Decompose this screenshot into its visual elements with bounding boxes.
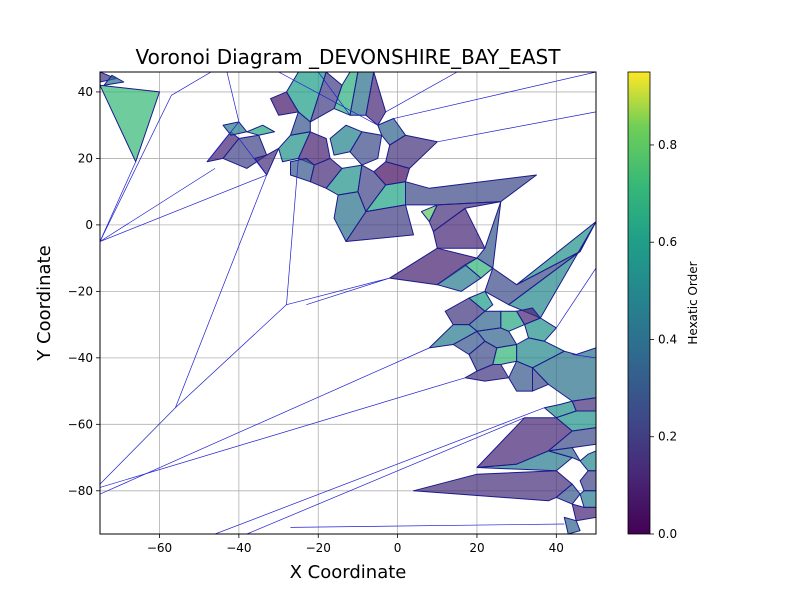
x-axis-ticks: −60 −40 −20 0 20 40 — [147, 534, 564, 555]
voronoi-cell — [579, 450, 596, 472]
voronoi-cell — [385, 134, 438, 169]
voronoi-ridge — [100, 174, 267, 242]
voronoi-ridges — [100, 72, 596, 534]
voronoi-cell — [579, 490, 596, 508]
voronoi-ridge — [100, 161, 137, 242]
colorbar — [627, 71, 651, 535]
voronoi-cell — [100, 84, 160, 163]
y-tick-label: −60 — [68, 417, 93, 431]
colorbar-tick-label: 0.6 — [658, 235, 677, 249]
voronoi-ridge — [246, 417, 525, 534]
voronoi-cell — [290, 157, 315, 183]
x-tick-label: −20 — [306, 541, 331, 555]
voronoi-ridge — [171, 72, 212, 96]
x-tick-label: 0 — [394, 541, 402, 555]
voronoi-cell — [428, 324, 478, 349]
voronoi-ridge — [226, 72, 240, 122]
voronoi-ridge — [393, 72, 596, 119]
x-tick-label: −40 — [226, 541, 251, 555]
voronoi-ridge — [100, 407, 176, 485]
voronoi-cell — [524, 317, 557, 342]
voronoi-cell — [532, 367, 549, 392]
plot-frame — [99, 71, 597, 535]
voronoi-ridge — [175, 304, 287, 408]
y-tick-label: −20 — [68, 284, 93, 298]
voronoi-cell — [492, 344, 518, 365]
voronoi-cell — [246, 124, 276, 136]
y-tick-label: −80 — [68, 484, 93, 498]
colorbar-label: Hexatic Order — [686, 261, 700, 344]
voronoi-ridge — [556, 267, 596, 329]
voronoi-cell — [500, 310, 526, 332]
voronoi-ridge — [286, 277, 390, 306]
x-tick-label: 40 — [549, 541, 564, 555]
x-tick-label: −60 — [147, 541, 172, 555]
voronoi-cell — [103, 74, 125, 86]
y-tick-label: 0 — [85, 218, 93, 232]
voronoi-cell — [428, 201, 502, 232]
voronoi-ridge — [214, 407, 545, 534]
voronoi-ridge — [100, 377, 466, 488]
voronoi-ridge — [306, 277, 390, 305]
x-axis-label: X Coordinate — [290, 562, 407, 583]
voronoi-cell — [464, 364, 510, 382]
voronoi-ridge — [290, 523, 565, 528]
voronoi-cell — [555, 410, 596, 432]
voronoi-cell — [436, 264, 482, 292]
voronoi-ridge — [385, 72, 458, 113]
voronoi-cell — [468, 290, 494, 312]
colorbar-tick-label: 0.2 — [658, 430, 677, 444]
colorbar-tick-label: 0.4 — [658, 332, 677, 346]
y-tick-label: 20 — [78, 151, 93, 165]
voronoi-cell — [571, 397, 596, 412]
colorbar-tick-label: 0.8 — [658, 138, 677, 152]
voronoi-ridge — [206, 121, 240, 162]
voronoi-ridge — [317, 72, 351, 116]
x-tick-label: 20 — [469, 541, 484, 555]
y-axis-label: Y Coordinate — [34, 245, 55, 361]
voronoi-cell — [345, 204, 414, 242]
voronoi-ridge — [100, 168, 216, 242]
voronoi-ridge — [100, 347, 430, 495]
voronoi-ridge — [238, 138, 267, 176]
voronoi-cell — [571, 503, 596, 522]
voronoi-ridge — [286, 158, 299, 305]
colorbar-ticks: 0.0 0.2 0.4 0.6 0.8 — [650, 138, 677, 541]
voronoi-cell — [563, 516, 581, 534]
voronoi-ridge — [437, 111, 596, 143]
voronoi-ridge — [572, 354, 596, 359]
chart-title: Voronoi Diagram _DEVONSHIRE_BAY_EAST — [136, 45, 562, 69]
voronoi-ridge — [100, 95, 172, 242]
colorbar-tick-label: 0.0 — [658, 527, 677, 541]
y-tick-label: −40 — [68, 351, 93, 365]
voronoi-ridge — [175, 174, 267, 408]
voronoi-cell — [365, 72, 387, 126]
voronoi-ridge — [278, 72, 378, 126]
y-axis-ticks: 40 20 0 −20 −40 −60 −80 — [68, 85, 100, 498]
voronoi-cell — [270, 91, 299, 116]
voronoi-cell — [349, 131, 383, 166]
y-tick-label: 40 — [78, 85, 93, 99]
